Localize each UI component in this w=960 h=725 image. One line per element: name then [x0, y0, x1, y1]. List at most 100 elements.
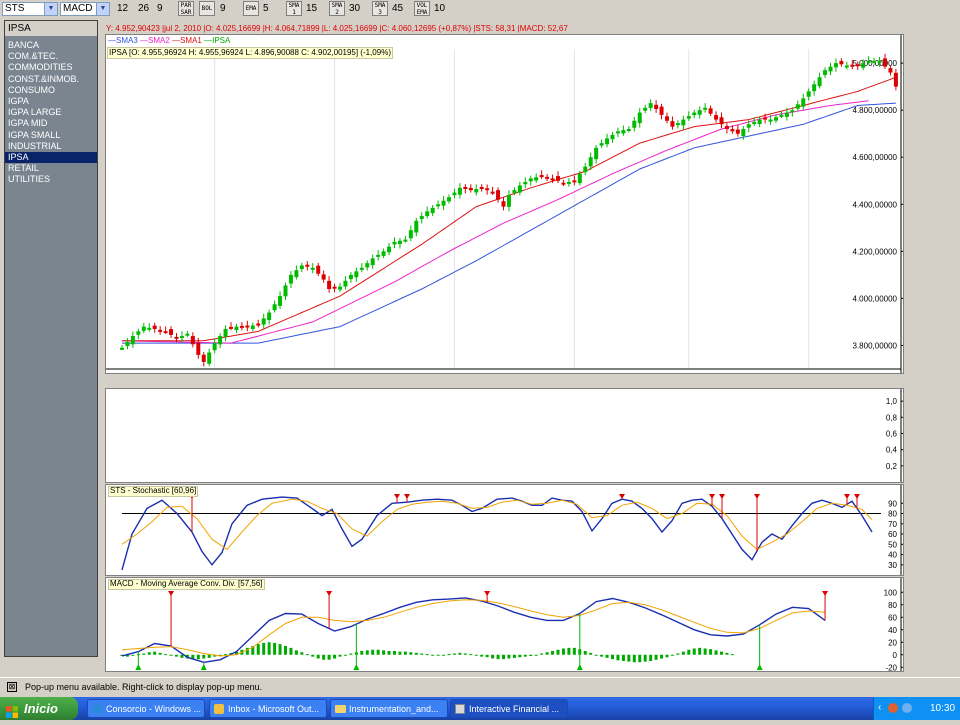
macd-histogram-bar — [294, 650, 298, 655]
sidebar-item-const-inmob[interactable]: CONST.&INMOB. — [8, 73, 80, 84]
sidebar-item-utilities[interactable]: UTILITIES — [8, 174, 51, 185]
macd-histogram-bar — [730, 654, 734, 656]
chevron-down-icon[interactable]: ▼ — [96, 3, 109, 15]
y-tick-label: 100 — [884, 588, 898, 597]
legend-label: SMA3 — [116, 36, 138, 45]
taskbar-item-instrumentation[interactable]: Instrumentation_and... — [330, 699, 448, 718]
macd-param-slow[interactable]: 26 — [138, 3, 150, 14]
sidebar-item-com-tec[interactable]: COM.&TEC. — [8, 51, 59, 62]
macd-histogram-bar — [382, 650, 386, 655]
stochastic-panel[interactable]: 90 80 70 60 50 40 30 STS - Stochastic [60,96] — [105, 484, 904, 576]
candle-body — [419, 216, 424, 220]
sidebar-item-retail[interactable]: RETAIL — [8, 163, 39, 174]
macd-histogram-bar — [398, 651, 402, 655]
taskbar-item-interactive-financial[interactable]: Interactive Financial ... — [450, 699, 568, 718]
macd-histogram-bar — [414, 652, 418, 655]
stochastic-signal-line — [121, 498, 873, 551]
ema-button[interactable]: EMA — [243, 1, 259, 16]
macd-histogram-bar — [463, 653, 467, 655]
sma2-button[interactable]: SMA 2 — [329, 1, 345, 16]
sidebar-item-industrial[interactable]: INDUSTRIAL — [8, 140, 62, 151]
sma1-button[interactable]: SMA 1 — [286, 1, 302, 16]
candle-body — [169, 329, 174, 335]
candle-body — [697, 110, 702, 115]
oscillator-select[interactable]: MACD ▼ — [60, 2, 110, 16]
legend-line-icon: — — [140, 36, 149, 45]
candle-body — [588, 157, 593, 167]
empty-indicator-panel[interactable]: 1,0 0,8 0,6 0,4 0,2 — [105, 388, 904, 483]
candle-body — [158, 329, 163, 332]
candle-body — [681, 119, 686, 126]
chevron-down-icon[interactable]: ▼ — [44, 3, 57, 15]
sma3-button[interactable]: SMA 3 — [372, 1, 388, 16]
candle-body — [327, 280, 332, 289]
taskbar-item-consorcio[interactable]: Consorcio - Windows ... — [87, 699, 205, 718]
candle-body — [381, 251, 386, 256]
candle-body — [190, 336, 195, 345]
clock[interactable]: 10:30 — [930, 703, 956, 714]
sma3-line — [122, 102, 896, 344]
tray-arrow-icon[interactable]: ‹ — [878, 702, 882, 713]
candle-body — [425, 211, 430, 217]
candle-body — [179, 336, 184, 339]
indicator-select[interactable]: STS ▼ — [2, 2, 58, 16]
popup-menu-icon[interactable]: ⊠ — [7, 682, 17, 692]
sidebar-item-ipsa[interactable]: IPSA — [5, 151, 97, 164]
candle-body — [861, 63, 866, 68]
buy-signal-icon — [756, 664, 763, 670]
volume-ema-value[interactable]: 10 — [434, 3, 446, 14]
macd-histogram-bar — [142, 653, 146, 655]
bollinger-value[interactable]: 9 — [220, 3, 226, 14]
volume-ema-button[interactable]: VOL EMA — [414, 1, 430, 16]
candle-body — [675, 123, 680, 126]
taskbar-item-inbox[interactable]: Inbox - Microsoft Out... — [209, 699, 327, 718]
sidebar-item-igpa-mid[interactable]: IGPA MID — [8, 118, 48, 129]
parabolic-sar-button[interactable]: PAR SAR — [178, 1, 194, 16]
candle-body — [272, 304, 277, 311]
macd-histogram-bar — [218, 654, 222, 656]
sidebar-item-commodities[interactable]: COMMODITIES — [8, 62, 73, 73]
macd-param-signal[interactable]: 9 — [157, 3, 163, 14]
sidebar-item-consumo[interactable]: CONSUMO — [8, 84, 55, 95]
macd-histogram-bar — [589, 652, 593, 655]
macd-chart[interactable]: 100 80 60 40 20 0 -20 — [106, 578, 903, 671]
macd-histogram-bar — [273, 642, 277, 655]
candle-body — [615, 131, 620, 134]
oscillator-select-value: MACD — [63, 3, 93, 14]
sma3-value[interactable]: 45 — [392, 3, 404, 14]
candle-body — [512, 190, 517, 194]
sidebar-item-igpa-small[interactable]: IGPA SMALL — [8, 129, 61, 140]
candle-body — [185, 333, 190, 336]
macd-histogram-bar — [153, 651, 157, 655]
candle-body — [594, 147, 599, 160]
candle-body — [316, 265, 321, 274]
sma2-value[interactable]: 30 — [349, 3, 361, 14]
candle-body — [196, 342, 201, 355]
bollinger-button[interactable]: BOL — [199, 1, 215, 16]
sidebar-item-banca[interactable]: BANCA — [8, 40, 40, 50]
candle-body — [256, 323, 261, 326]
macd-panel[interactable]: 100 80 60 40 20 0 -20 MACD - Moving Average Co… — [105, 577, 904, 672]
y-tick-label: 30 — [888, 561, 897, 570]
sma1-value[interactable]: 15 — [306, 3, 318, 14]
start-button[interactable]: Inicio — [0, 697, 78, 720]
candle-body — [703, 107, 708, 110]
sidebar-item-igpa[interactable]: IGPA — [8, 95, 29, 106]
price-chart[interactable]: 5.000,00000 4.800,00000 4.600,00000 4.400,0… — [106, 35, 903, 373]
macd-histogram-bar — [616, 654, 620, 661]
candle-body — [572, 180, 577, 183]
price-chart-panel[interactable]: 5.000,00000 4.800,00000 4.600,00000 4.400,0… — [105, 34, 904, 374]
macd-histogram-bar — [627, 654, 631, 662]
sidebar-item-igpa-large[interactable]: IGPA LARGE — [8, 107, 62, 118]
y-tick-label: 40 — [888, 626, 897, 635]
candle-body — [436, 204, 441, 207]
windows-logo-icon — [6, 702, 18, 718]
status-text: Pop-up menu available. Right-click to di… — [25, 682, 263, 692]
macd-histogram-bar — [518, 654, 522, 658]
macd-param-fast[interactable]: 12 — [117, 3, 129, 14]
tray-network-icon[interactable] — [902, 703, 912, 713]
candle-body — [632, 120, 637, 128]
tray-app-icon[interactable] — [888, 703, 898, 713]
ema-value[interactable]: 5 — [263, 3, 269, 14]
